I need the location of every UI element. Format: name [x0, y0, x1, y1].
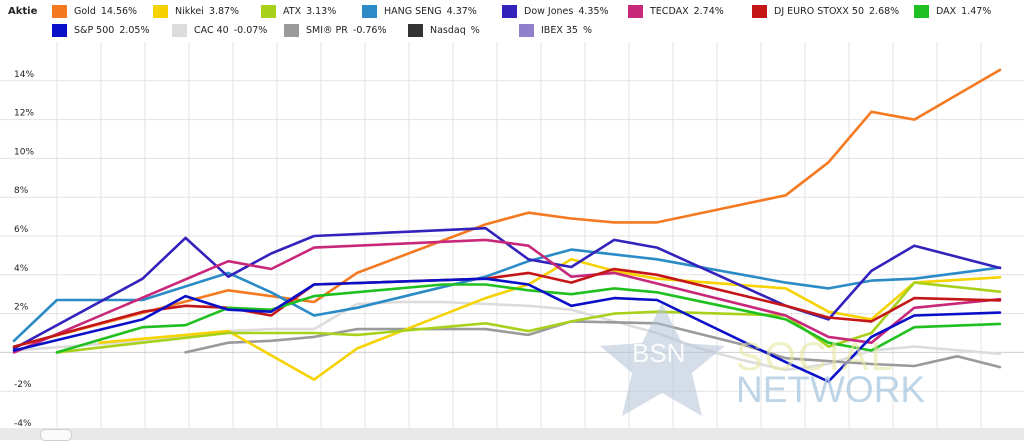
legend-item[interactable]: TECDAX 2.74% — [628, 4, 724, 18]
legend-value: 1.47% — [961, 5, 992, 17]
legend-value: 2.05% — [119, 24, 150, 36]
legend-value: -0.76% — [352, 24, 387, 36]
legend-label: DAX — [936, 5, 957, 17]
legend-swatch — [172, 23, 187, 37]
legend-item[interactable]: DJ EURO STOXX 50 2.68% — [752, 4, 899, 18]
legend-swatch — [362, 4, 377, 18]
legend-swatch — [153, 4, 168, 18]
y-tick-label: 4% — [14, 264, 29, 274]
legend-value: 2.68% — [869, 5, 900, 17]
legend-swatch — [284, 23, 299, 37]
legend-label: Nasdaq — [430, 24, 466, 36]
legend-item[interactable]: DAX 1.47% — [914, 4, 991, 18]
y-tick-label: -2% — [14, 380, 32, 390]
legend-item[interactable]: ATX 3.13% — [261, 4, 336, 18]
scrollbar-thumb[interactable] — [40, 429, 72, 441]
legend-value: 4.37% — [446, 5, 477, 17]
legend-value: 2.74% — [693, 5, 724, 17]
legend-item[interactable]: Dow Jones 4.35% — [502, 4, 609, 18]
series-line[interactable] — [98, 257, 1002, 381]
legend-label: HANG SENG — [384, 5, 442, 17]
legend-swatch — [52, 23, 67, 37]
legend-label: Dow Jones — [524, 5, 574, 17]
legend-swatch — [752, 4, 767, 18]
series-line[interactable] — [55, 283, 1002, 354]
legend-label: SMI® PR — [306, 24, 348, 36]
legend-label: CAC 40 — [194, 24, 229, 36]
legend-swatch — [914, 4, 929, 18]
legend-swatch — [519, 23, 534, 37]
legend-value: -0.07% — [233, 24, 268, 36]
y-tick-label: 8% — [14, 186, 29, 196]
legend-swatch — [408, 23, 423, 37]
series-line[interactable] — [12, 267, 1002, 348]
legend-item[interactable]: SMI® PR -0.76% — [284, 23, 387, 37]
legend-value: 4.35% — [578, 5, 609, 17]
series-line[interactable] — [12, 248, 1002, 343]
series-line[interactable] — [12, 68, 1002, 348]
series-line[interactable] — [12, 226, 1002, 350]
series-line[interactable] — [12, 300, 1002, 372]
horizontal-scrollbar[interactable] — [0, 428, 1024, 441]
legend-item[interactable]: IBEX 35% — [519, 23, 592, 37]
legend-item[interactable]: Gold 14.56% — [52, 4, 137, 18]
legend-item[interactable]: Nasdaq% — [408, 23, 480, 37]
y-tick-label: 12% — [14, 109, 34, 119]
legend-item[interactable]: HANG SENG 4.37% — [362, 4, 477, 18]
legend-label: ATX — [283, 5, 302, 17]
legend-item[interactable]: Nikkei 3.87% — [153, 4, 239, 18]
legend-swatch — [261, 4, 276, 18]
legend-swatch — [628, 4, 643, 18]
legend-label: Gold — [74, 5, 96, 17]
series-line[interactable] — [12, 238, 1002, 354]
legend-label: Nikkei — [175, 5, 204, 17]
series-line[interactable] — [55, 281, 1002, 354]
y-tick-label: 10% — [14, 147, 34, 157]
y-tick-label: 2% — [14, 303, 29, 313]
y-tick-label: -4% — [14, 419, 32, 429]
series-line[interactable] — [184, 320, 1002, 369]
legend-title: Aktie — [8, 6, 38, 17]
legend-label: IBEX 35 — [541, 24, 578, 36]
legend-value: % — [582, 24, 592, 36]
legend-item[interactable]: S&P 500 2.05% — [52, 23, 150, 37]
legend-label: TECDAX — [650, 5, 689, 17]
chart-legend: Aktie Gold 14.56% Nikkei 3.87% ATX 3.13% HANG … — [0, 0, 1024, 42]
y-tick-label: 6% — [14, 225, 29, 235]
y-tick-label: 14% — [14, 70, 34, 80]
legend-value: 3.87% — [208, 5, 240, 17]
legend-value: 14.56% — [100, 5, 138, 17]
series-line[interactable] — [12, 277, 1002, 383]
legend-swatch — [52, 4, 67, 18]
legend-value: % — [470, 24, 480, 36]
legend-label: DJ EURO STOXX 50 — [774, 5, 865, 17]
legend-value: 3.13% — [306, 5, 337, 17]
chart-grid — [0, 42, 1024, 431]
legend-item[interactable]: CAC 40 -0.07% — [172, 23, 267, 37]
legend-label: S&P 500 — [74, 24, 115, 36]
legend-swatch — [502, 4, 517, 18]
